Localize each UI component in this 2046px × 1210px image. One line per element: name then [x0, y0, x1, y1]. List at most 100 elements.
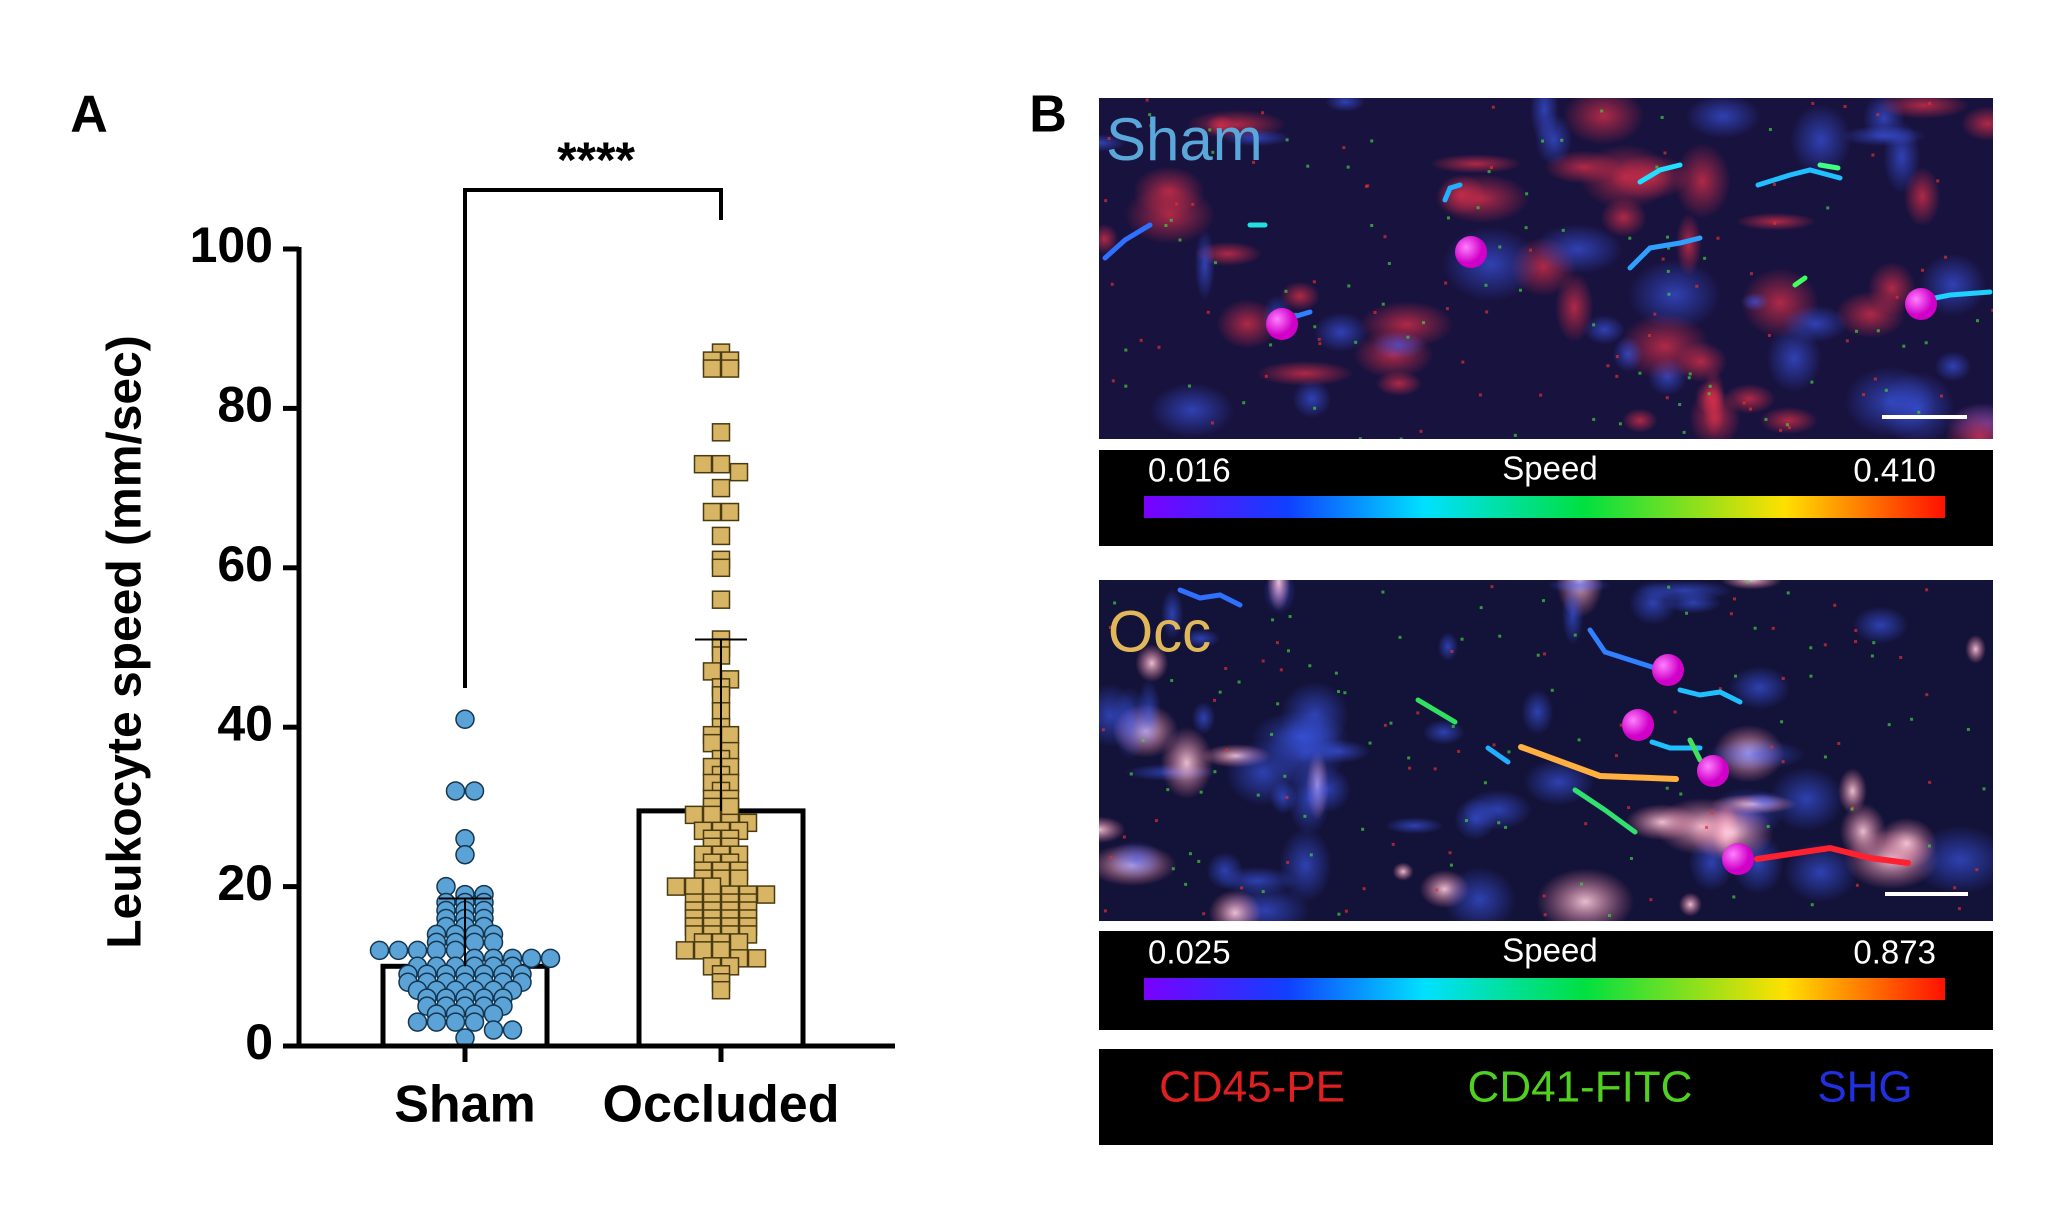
texture-speck: [1166, 788, 1170, 792]
texture-speck: [1464, 819, 1468, 823]
texture-speck: [1261, 111, 1265, 115]
texture-speck: [1197, 859, 1201, 863]
texture-speck: [1543, 913, 1547, 917]
data-point: [711, 590, 731, 609]
texture-speck: [1854, 640, 1858, 644]
texture-speck: [1655, 165, 1659, 169]
texture-speck: [1665, 396, 1669, 400]
texture-speck: [1749, 407, 1753, 411]
micrograph: Occ: [1099, 580, 1993, 921]
track: [1442, 182, 1463, 203]
texture-blob: [1674, 143, 1731, 219]
texture-speck: [1710, 811, 1714, 815]
texture-speck: [1663, 151, 1667, 155]
track: [1687, 737, 1703, 763]
data-point: [702, 662, 722, 681]
texture-speck: [1705, 825, 1709, 829]
texture-speck: [1584, 822, 1588, 826]
texture-speck: [1408, 766, 1412, 770]
texture-speck: [1811, 101, 1815, 105]
texture-speck: [1240, 886, 1244, 890]
texture-blob: [1181, 629, 1221, 648]
texture-speck: [1184, 882, 1188, 886]
texture-speck: [1764, 417, 1768, 421]
texture-blob: [1766, 324, 1822, 393]
texture-blob: [1625, 803, 1699, 841]
texture-blob: [1437, 632, 1459, 662]
texture-blob: [1852, 606, 1909, 645]
texture-speck: [1109, 855, 1113, 859]
texture-speck: [1716, 236, 1720, 240]
legend-entry: SHG: [1817, 1063, 1912, 1112]
texture-speck: [1407, 756, 1411, 760]
texture-speck: [1313, 325, 1317, 329]
texture-speck: [1773, 221, 1777, 225]
texture-blob: [1782, 305, 1848, 343]
significance-label: ****: [557, 132, 635, 188]
texture-speck: [1614, 754, 1618, 758]
texture-speck: [1529, 248, 1533, 252]
texture-speck: [1264, 374, 1268, 378]
texture-blob: [1790, 104, 1852, 176]
texture-blob: [1099, 134, 1127, 152]
texture-speck: [1772, 182, 1776, 186]
texture-speck: [1364, 184, 1368, 188]
texture-blob: [1675, 213, 1702, 276]
texture-speck: [1513, 433, 1517, 437]
cell: [1652, 654, 1684, 686]
texture-speck: [1809, 646, 1813, 650]
texture-speck: [1861, 393, 1865, 397]
texture-speck: [1285, 138, 1289, 142]
texture-speck: [1673, 710, 1677, 714]
texture-blob: [1883, 120, 1921, 194]
texture-speck: [1419, 429, 1423, 433]
data-point: [445, 1012, 466, 1032]
track: [1627, 235, 1703, 271]
texture-speck: [1854, 629, 1858, 633]
texture-speck: [1573, 633, 1577, 637]
texture-speck: [1619, 723, 1623, 727]
texture-speck: [1337, 690, 1341, 694]
texture-speck: [1308, 664, 1312, 668]
texture-blob: [1561, 583, 1584, 646]
track: [1649, 739, 1703, 751]
texture-speck: [1285, 795, 1289, 799]
colorbar-title: Speed: [1502, 450, 1597, 487]
texture-speck: [1660, 115, 1664, 119]
texture-speck: [1381, 302, 1385, 306]
texture-speck: [1399, 437, 1403, 439]
texture-speck: [1600, 109, 1604, 113]
data-point: [388, 940, 409, 961]
texture-speck: [1742, 401, 1746, 405]
texture-speck: [1504, 825, 1508, 829]
data-point: [711, 454, 731, 474]
texture-blob: [1583, 314, 1626, 345]
texture-speck: [1448, 851, 1452, 855]
texture-blob: [1109, 840, 1164, 879]
legend-entry: CD41-FITC: [1468, 1063, 1693, 1112]
texture-speck: [1781, 676, 1785, 680]
texture-blob: [1837, 768, 1868, 815]
texture-blob: [1554, 272, 1594, 343]
texture-speck: [1667, 292, 1671, 296]
texture-blob: [1728, 665, 1791, 710]
texture-speck: [1507, 750, 1511, 754]
data-point: [720, 725, 740, 745]
texture-speck: [1383, 723, 1387, 727]
image-texture: [1099, 98, 1993, 439]
texture-speck: [1734, 674, 1738, 678]
texture-blob: [1867, 261, 1917, 316]
texture-speck: [1667, 246, 1671, 250]
texture-speck: [1275, 641, 1279, 645]
texture-blob: [1429, 154, 1523, 174]
texture-blob: [1723, 383, 1776, 414]
texture-blob: [1280, 281, 1321, 311]
texture-blob: [1255, 360, 1354, 386]
texture-speck: [1925, 693, 1929, 697]
texture-speck: [1577, 738, 1581, 742]
texture-speck: [1110, 282, 1114, 286]
texture-speck: [1128, 156, 1132, 160]
texture-speck: [1627, 806, 1631, 810]
texture-speck: [1108, 625, 1112, 629]
texture-speck: [1433, 767, 1437, 771]
